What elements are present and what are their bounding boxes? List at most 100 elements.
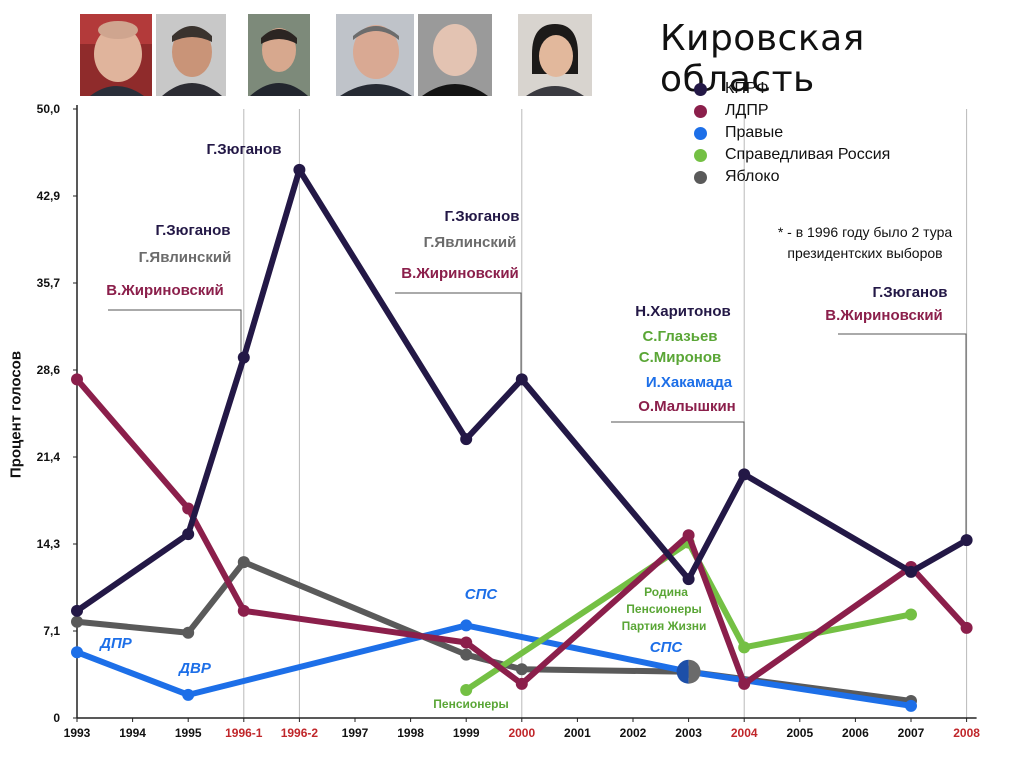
legend: КПРФ ЛДПР Правые Справедливая Россия Яблоко [694, 78, 890, 188]
x-tick-label: 1999 [453, 726, 480, 740]
data-point [905, 699, 917, 712]
annotation-label: Г.Явлинский [424, 234, 517, 251]
data-point [237, 604, 250, 617]
legend-label: Яблоко [725, 168, 780, 185]
data-point [182, 502, 195, 515]
data-point [182, 688, 195, 701]
legend-label: Правые [725, 124, 784, 141]
data-point [460, 619, 473, 632]
data-point [460, 433, 473, 446]
portrait-khakamada [518, 14, 592, 96]
y-tick-label: 21,4 [37, 450, 61, 464]
legend-item: Справедливая Россия [694, 144, 890, 166]
half-marker [676, 659, 701, 684]
annotation-label: Пенсионеры [626, 602, 701, 616]
data-point [293, 163, 306, 176]
portrait-seleznev [156, 14, 226, 96]
data-point [237, 556, 250, 569]
annotation-leader [108, 309, 242, 358]
data-point [738, 468, 751, 481]
data-point [738, 677, 751, 690]
legend-item: Яблоко [694, 166, 890, 188]
annotation-label: Г.Зюганов [872, 284, 947, 301]
annotation-label: И.Хакамада [646, 374, 733, 391]
data-point [460, 648, 473, 661]
data-point [71, 604, 83, 617]
legend-swatch [694, 104, 707, 118]
annotation-label: В.Жириновский [106, 282, 224, 299]
annotation-label: Родина [644, 585, 688, 599]
x-tick-label: 2004 [731, 726, 758, 740]
y-tick-label: 35,7 [37, 276, 61, 290]
data-point [460, 636, 473, 649]
portrait-zyuganov [80, 14, 152, 96]
note: * - в 1996 году было 2 тура президентски… [777, 224, 953, 261]
data-point [960, 534, 973, 547]
legend-swatch [694, 82, 707, 96]
annotation-label: Н.Харитонов [635, 303, 731, 320]
x-tick-label: 1997 [342, 726, 369, 740]
data-point [515, 663, 528, 676]
data-point [960, 621, 973, 634]
x-tick-label: 2006 [842, 726, 869, 740]
y-tick-label: 0 [53, 711, 60, 725]
data-point [515, 677, 528, 690]
legend-swatch [694, 170, 707, 184]
legend-swatch [694, 148, 707, 162]
y-axis-label: Процент голосов [7, 350, 25, 479]
x-tick-label: 2008 [953, 726, 980, 740]
annotation-label: Пенсионеры [433, 697, 508, 711]
data-point [182, 626, 195, 639]
data-point [71, 373, 83, 386]
legend-item: ЛДПР [694, 100, 890, 122]
annotation-label: О.Малышкин [638, 398, 736, 415]
annotation-label: ДВР [177, 660, 212, 677]
y-tick-label: 28,6 [37, 363, 61, 377]
annotation-leader [611, 421, 745, 478]
data-point [515, 373, 528, 386]
annotation-label: Г.Зюганов [155, 222, 230, 239]
legend-label: Справедливая Россия [725, 146, 891, 163]
annotation-leader [838, 333, 967, 544]
legend-swatch [694, 126, 707, 140]
annotation-leader [395, 292, 522, 382]
data-point [905, 565, 917, 578]
annotation-label: ДПР [98, 635, 133, 652]
x-tick-label: 2005 [786, 726, 813, 740]
annotation-label: С.Глазьев [642, 328, 717, 345]
data-point [460, 683, 473, 696]
portrait-yavlinsky [248, 14, 310, 96]
annotation-label: СПС [465, 586, 499, 603]
legend-item: КПРФ [694, 78, 890, 100]
data-point [71, 615, 83, 628]
data-point [237, 351, 250, 364]
legend-item: Правые [694, 122, 890, 144]
data-point [738, 641, 751, 654]
legend-label: ЛДПР [725, 102, 769, 119]
annotation-label: СПС [650, 639, 684, 656]
annotation-label: Г.Зюганов [444, 208, 519, 225]
data-point [905, 608, 917, 621]
series-line-0 [74, 166, 970, 614]
x-tick-label: 1994 [119, 726, 146, 740]
x-tick-label: 2007 [898, 726, 925, 740]
x-tick-label: 2000 [508, 726, 535, 740]
portrait-malyshkin [418, 14, 492, 96]
x-tick-label: 1996-2 [281, 726, 319, 740]
x-tick-label: 2003 [675, 726, 702, 740]
x-tick-label: 1996-1 [225, 726, 263, 740]
x-tick-label: 2001 [564, 726, 591, 740]
x-tick-label: 2002 [620, 726, 647, 740]
portrait-zhirinovsky [336, 14, 414, 96]
annotation-label: Партия Жизни [622, 619, 707, 633]
data-point [682, 573, 695, 586]
y-tick-label: 14,3 [37, 537, 61, 551]
annotation-label: С.Миронов [639, 349, 722, 366]
x-tick-label: 1995 [175, 726, 202, 740]
annotation-label: Г.Явлинский [139, 249, 232, 266]
legend-label: КПРФ [725, 80, 769, 97]
y-tick-label: 7,1 [43, 624, 60, 638]
x-tick-label: 1993 [64, 726, 91, 740]
data-point [71, 646, 83, 659]
